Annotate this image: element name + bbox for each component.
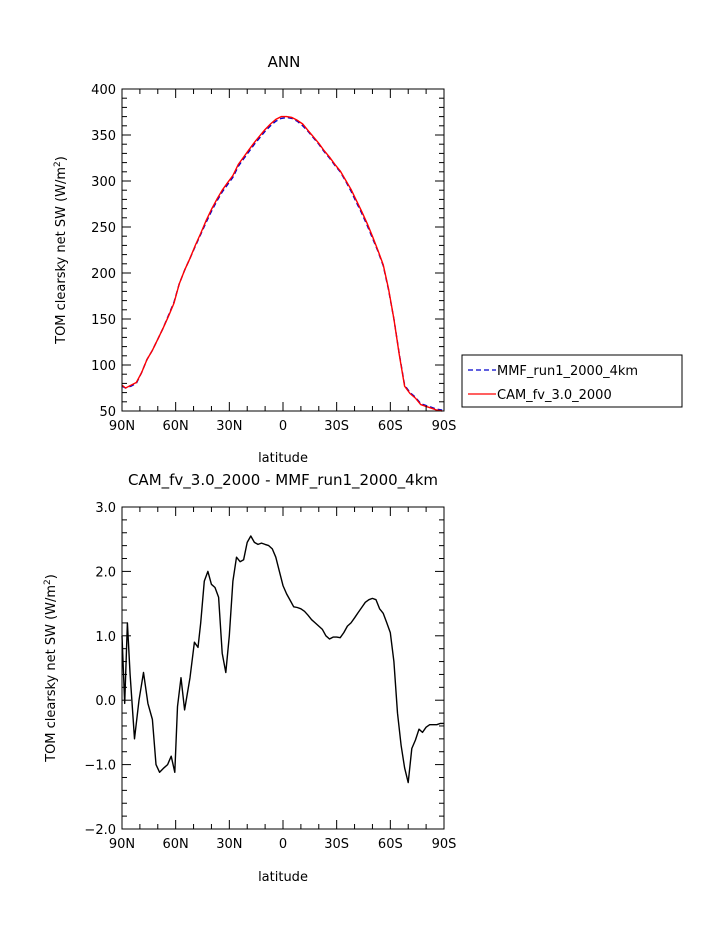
bottom-y-axis-title-close: ) bbox=[44, 574, 59, 579]
legend-label-cam: CAM_fv_3.0_2000 bbox=[497, 388, 612, 403]
bottom-x-tick-label: 60N bbox=[163, 837, 189, 852]
top-chart-panel: ANN 90N 60N 30N 0 30S 60S 90S 50 100 150 200 250 300… bbox=[53, 53, 683, 466]
bottom-series-line-0 bbox=[121, 535, 444, 784]
bottom-y-tick-label: −1.0 bbox=[84, 759, 116, 774]
top-series-line-0 bbox=[121, 116, 443, 411]
top-plot-frame bbox=[121, 88, 445, 412]
top-x-tick-label: 90S bbox=[432, 419, 457, 434]
top-x-tick-label: 60N bbox=[163, 419, 189, 434]
bottom-x-tick-label: 90S bbox=[432, 837, 457, 852]
top-y-tick-label: 150 bbox=[91, 313, 116, 328]
bottom-y-axis-title-main: TOM clearsky net SW (W/m bbox=[44, 585, 59, 763]
top-y-tick-label: 350 bbox=[91, 129, 116, 144]
top-ticks-layer: 90N 60N 30N 0 30S 60S 90S 50 100 150 200 250 300 350 4… bbox=[91, 83, 456, 434]
bottom-series-layer bbox=[121, 535, 444, 784]
top-y-axis-title-main: TOM clearsky net SW (W/m bbox=[54, 167, 69, 345]
bottom-x-tick-label: 30S bbox=[324, 837, 349, 852]
bottom-x-tick-label: 90N bbox=[109, 837, 135, 852]
top-y-tick-label: 50 bbox=[99, 405, 116, 420]
top-series-layer bbox=[121, 115, 443, 412]
top-x-axis-title: latitude bbox=[258, 451, 308, 466]
top-y-tick-label: 250 bbox=[91, 221, 116, 236]
top-y-tick-label: 200 bbox=[91, 267, 116, 282]
top-x-tick-label: 30S bbox=[324, 419, 349, 434]
top-y-axis-title-sup: 2 bbox=[53, 161, 63, 167]
bottom-x-tick-label: 60S bbox=[378, 837, 403, 852]
bottom-y-tick-label: 0.0 bbox=[95, 694, 116, 709]
top-x-tick-label: 30N bbox=[216, 419, 242, 434]
bottom-y-tick-label: −2.0 bbox=[84, 823, 116, 838]
top-series-line-1 bbox=[121, 115, 443, 412]
bottom-y-tick-label: 2.0 bbox=[95, 565, 116, 580]
top-x-tick-label: 90N bbox=[109, 419, 135, 434]
bottom-y-tick-label: 1.0 bbox=[95, 630, 116, 645]
top-y-tick-label: 400 bbox=[91, 83, 116, 98]
top-y-tick-label: 300 bbox=[91, 175, 116, 190]
bottom-ticks-layer: 90N 60N 30N 0 30S 60S 90S −2.0 −1.0 0.0 1.0 2.0 3.0 bbox=[84, 501, 456, 852]
bottom-y-tick-label: 3.0 bbox=[95, 501, 116, 516]
bottom-y-axis-title-sup: 2 bbox=[43, 579, 53, 585]
bottom-plot-frame bbox=[121, 506, 445, 830]
legend-box bbox=[461, 354, 683, 408]
top-x-tick-label: 0 bbox=[279, 419, 287, 434]
top-chart-title: ANN bbox=[268, 53, 301, 71]
bottom-x-axis-title: latitude bbox=[258, 870, 308, 885]
top-y-tick-label: 100 bbox=[91, 359, 116, 374]
top-y-axis-title-close: ) bbox=[54, 156, 69, 161]
bottom-x-tick-label: 30N bbox=[216, 837, 242, 852]
bottom-y-axis-title: TOM clearsky net SW (W/m2) bbox=[43, 574, 59, 763]
bottom-chart-title: CAM_fv_3.0_2000 - MMF_run1_2000_4km bbox=[128, 471, 438, 490]
top-y-axis-title: TOM clearsky net SW (W/m2) bbox=[53, 156, 69, 345]
bottom-x-tick-label: 0 bbox=[279, 837, 287, 852]
legend: MMF_run1_2000_4km CAM_fv_3.0_2000 bbox=[461, 354, 683, 408]
legend-label-mmf: MMF_run1_2000_4km bbox=[497, 364, 638, 379]
bottom-chart-panel: CAM_fv_3.0_2000 - MMF_run1_2000_4km 90N 6… bbox=[43, 471, 456, 885]
top-x-tick-label: 60S bbox=[378, 419, 403, 434]
